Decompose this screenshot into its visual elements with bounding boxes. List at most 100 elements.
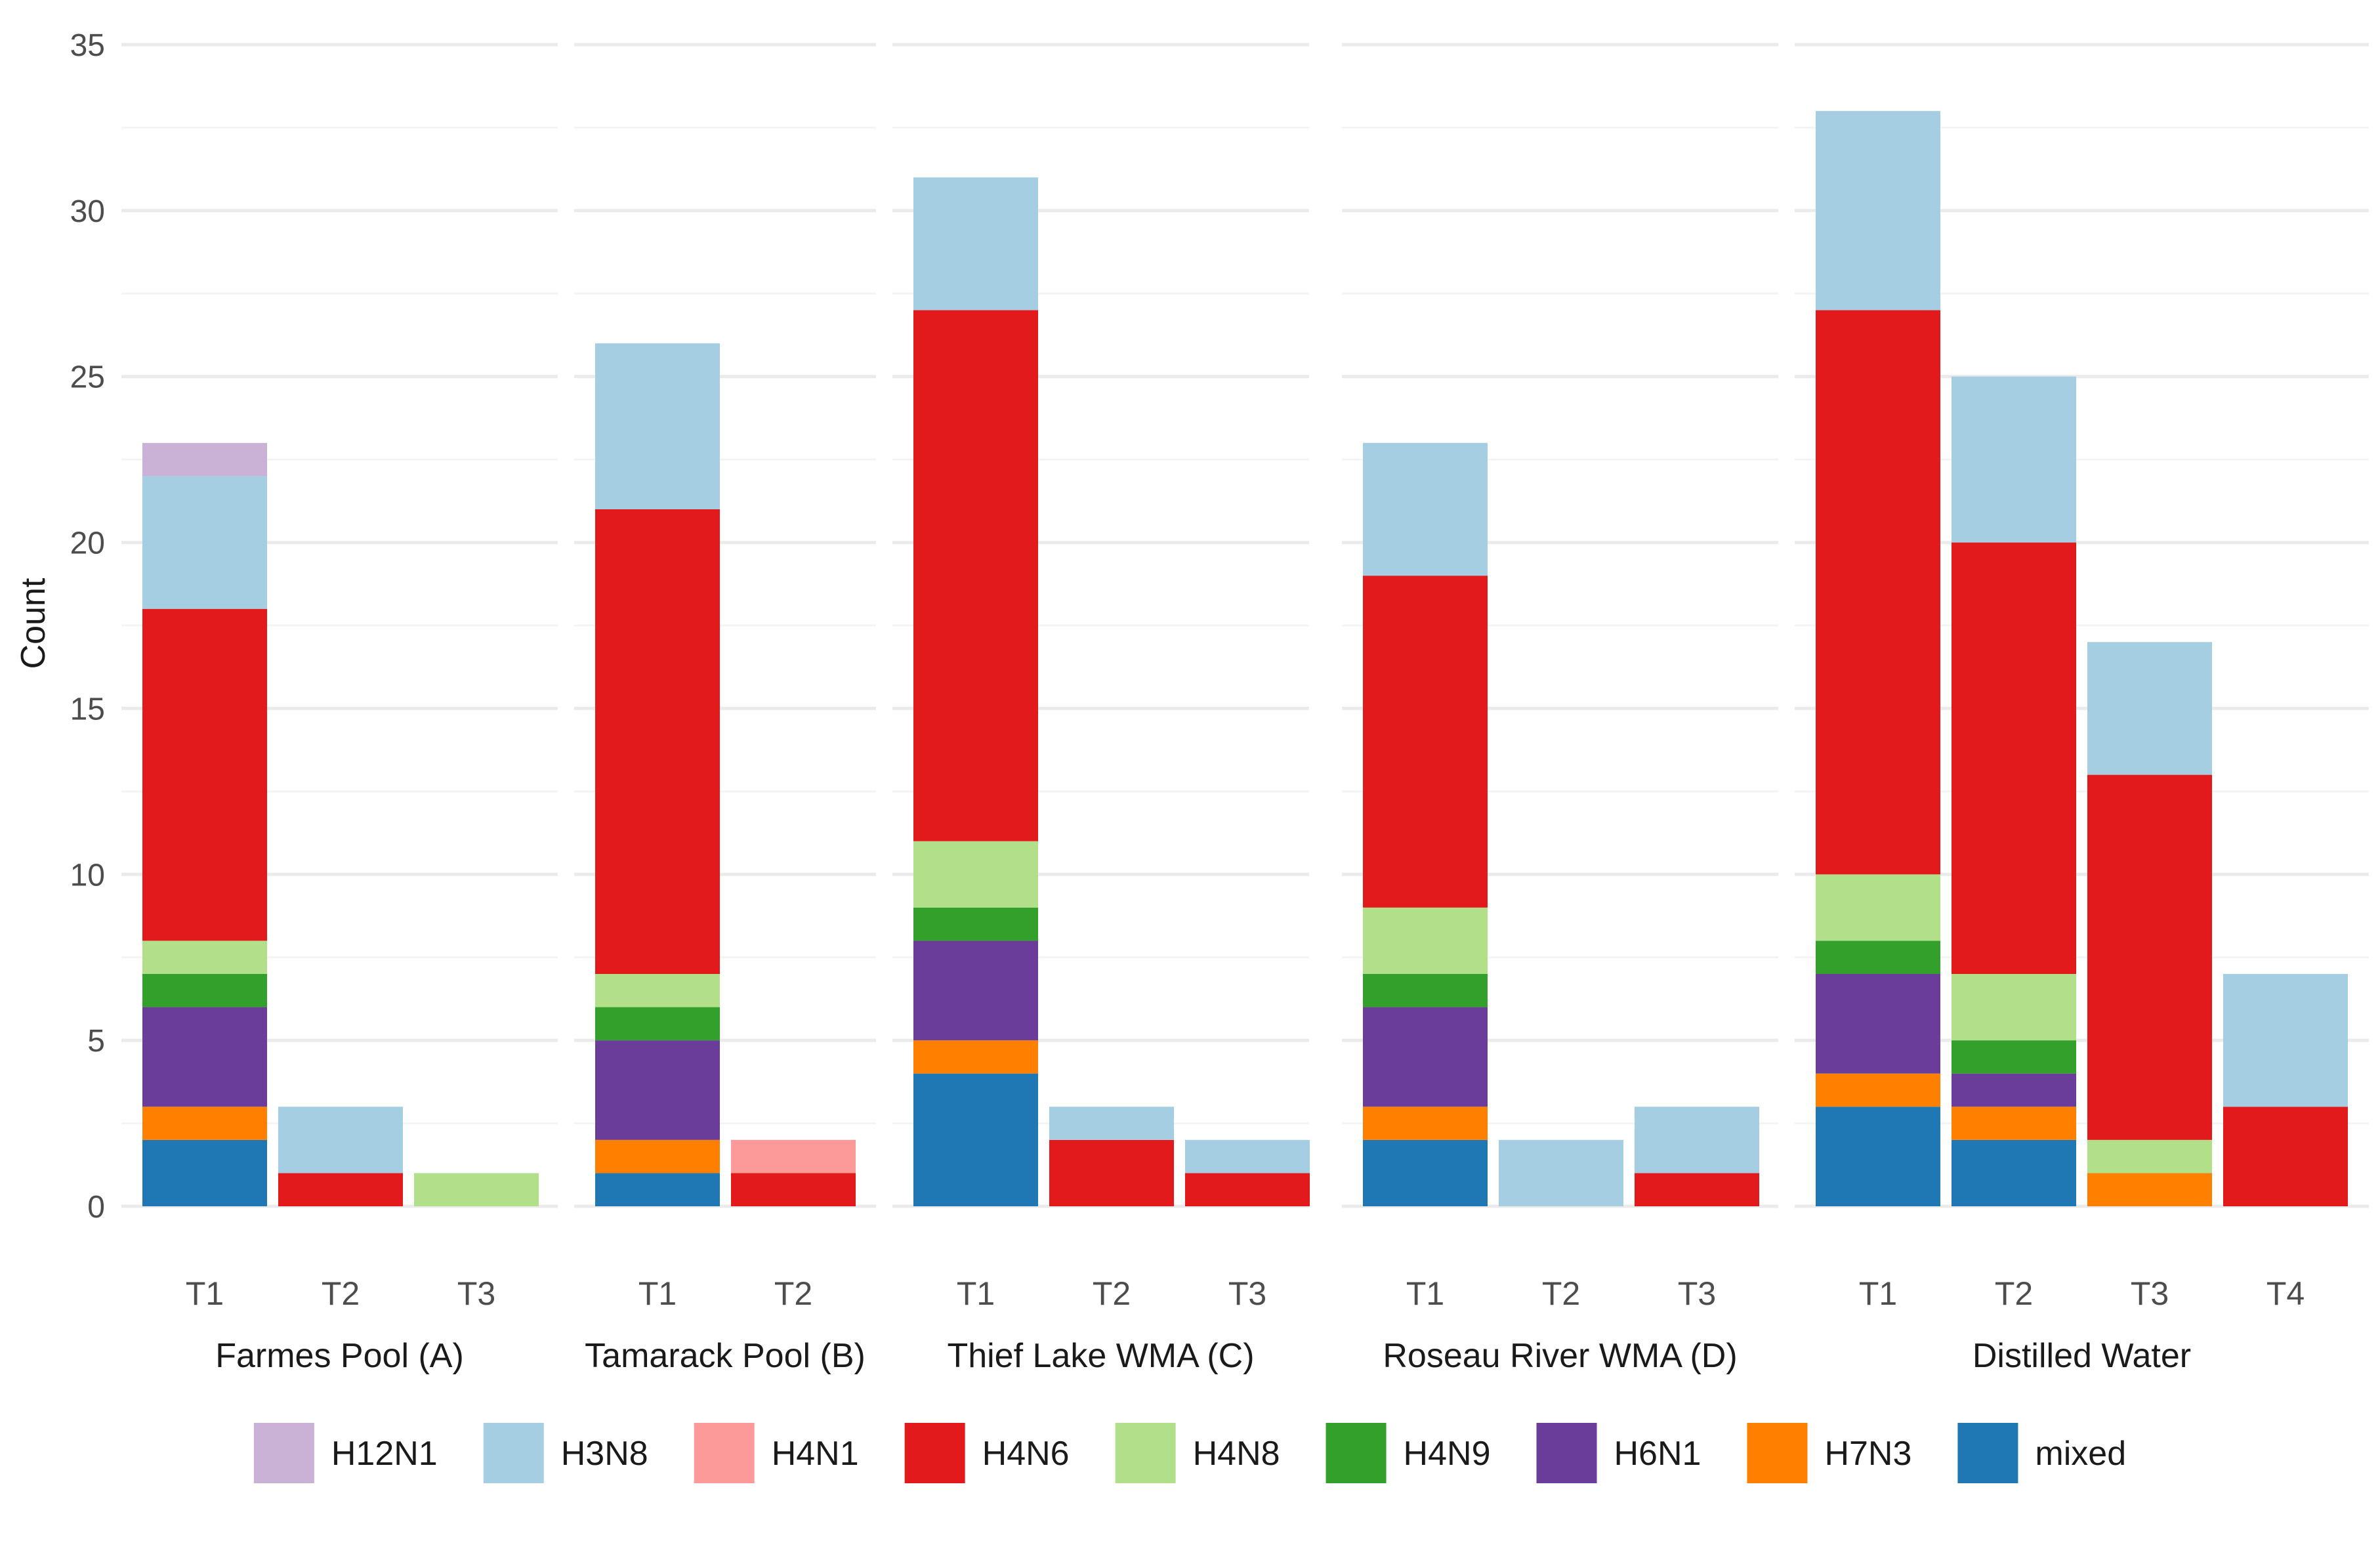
bar-segment-h4n6 [278,1173,403,1206]
bar-segment-h4n6 [731,1173,856,1206]
bar-segment-h4n9 [1816,940,1940,974]
y-tick-label: 30 [70,194,105,229]
legend-swatch [1957,1423,2018,1483]
x-axis: T1 T2 T3 T1 T2 T1 T2 T3 T1 T2 T3 T1 T2 T3 T4 [186,1275,2305,1312]
legend-swatch [1115,1423,1176,1483]
bar-segment-h7n3 [595,1139,720,1173]
bar-segment-h7n3 [1363,1107,1488,1140]
bar-segment-h3n8 [1816,111,1940,310]
bar-segment-h4n8 [1816,874,1940,941]
bar-segment-h4n9 [142,974,267,1007]
bar-segment-mixed [1816,1107,1940,1206]
bar-segment-h7n3 [913,1040,1038,1074]
legend-label: H4N8 [1193,1435,1280,1473]
bar-segment-mixed [913,1073,1038,1206]
legend-item: H7N3 [1747,1423,1911,1483]
bar-segment-h4n6 [2223,1107,2348,1206]
facet-label: Distilled Water [1973,1337,2191,1375]
legend-item: H4N8 [1115,1423,1280,1483]
legend-swatch [483,1423,544,1483]
x-tick-label: T2 [774,1275,812,1312]
bar-segment-h3n8 [2223,974,2348,1107]
bar-segment-h3n8 [1499,1139,1623,1206]
x-tick-label: T2 [1542,1275,1580,1312]
bar-segment-h7n3 [2087,1173,2212,1206]
legend-swatch [904,1423,965,1483]
bar-segment-h4n8 [595,974,720,1007]
bars [142,111,2348,1206]
bar-segment-h3n8 [278,1107,403,1173]
legend-swatch [1536,1423,1597,1483]
facet-labels: Farmes Pool (A) Tamarack Pool (B) Thief La… [215,1337,2191,1375]
legend-swatch [1326,1423,1387,1483]
legend-item: H12N1 [253,1423,438,1483]
bar-segment-h6n1 [142,1007,267,1107]
bar-segment-h4n9 [913,907,1038,941]
bar-segment-h4n1 [731,1139,856,1173]
bar-segment-h4n6 [595,509,720,974]
bar-segment-h6n1 [595,1040,720,1140]
bar-segment-h6n1 [1363,1007,1488,1107]
bar-segment-h3n8 [913,177,1038,310]
bar-segment-h4n9 [595,1007,720,1041]
bar-segment-h4n6 [1185,1173,1310,1206]
facet-label: Roseau River WMA (D) [1383,1337,1737,1375]
bar-segment-h3n8 [1185,1139,1310,1173]
bar-segment-h7n3 [1952,1107,2076,1140]
legend-label: H3N8 [561,1435,648,1473]
y-tick-label: 5 [87,1024,105,1059]
legend-item: mixed [1957,1423,2126,1483]
bar-segment-h6n1 [1952,1073,2076,1107]
bar-segment-h4n8 [913,841,1038,908]
x-tick-label: T3 [1228,1275,1266,1312]
y-axis-label: Count [14,578,52,669]
bar-segment-mixed [142,1139,267,1206]
bar-segment-h4n8 [142,940,267,974]
x-tick-label: T2 [1995,1275,2033,1312]
bar-segment-h6n1 [1816,974,1940,1074]
bar-segment-h4n6 [142,608,267,941]
x-tick-label: T1 [186,1275,224,1312]
bar-segment-h7n3 [142,1107,267,1140]
legend-label: mixed [2035,1435,2126,1473]
legend-label: H7N3 [1824,1435,1911,1473]
x-tick-label: T1 [1406,1275,1444,1312]
bar-segment-h4n6 [1635,1173,1759,1206]
legend-swatch [253,1423,314,1483]
y-tick-label: 35 [70,28,105,63]
bar-segment-h4n6 [1952,542,2076,974]
x-tick-label: T1 [1859,1275,1897,1312]
legend-item: H4N9 [1326,1423,1491,1483]
bar-segment-h3n8 [1363,442,1488,576]
legend-swatch [694,1423,755,1483]
legend-item: H6N1 [1536,1423,1701,1483]
facet-label: Tamarack Pool (B) [585,1337,866,1375]
bar-segment-h3n8 [1635,1107,1759,1173]
legend-swatch [1747,1423,1808,1483]
bar-segment-h4n6 [1816,310,1940,875]
x-tick-label: T3 [1678,1275,1716,1312]
bar-segment-h3n8 [1049,1107,1174,1140]
bar-segment-h4n6 [1363,576,1488,908]
bar-segment-h6n1 [913,940,1038,1041]
x-tick-label: T2 [322,1275,360,1312]
y-tick-label: 15 [70,692,105,727]
bar-segment-h4n8 [414,1173,539,1206]
bar-segment-h3n8 [595,343,720,509]
bar-segment-h4n9 [1952,1040,2076,1074]
y-tick-label: 0 [87,1190,105,1225]
x-tick-label: T3 [2131,1275,2169,1312]
bar-segment-mixed [1363,1139,1488,1206]
legend-label: H12N1 [331,1435,438,1473]
bar-segment-h3n8 [2087,642,2212,775]
facet-label: Thief Lake WMA (C) [947,1337,1254,1375]
bar-segment-h4n8 [1363,907,1488,974]
bar-segment-h4n8 [1952,974,2076,1041]
legend-label: H4N1 [772,1435,859,1473]
x-tick-label: T1 [638,1275,677,1312]
bar-segment-h4n8 [2087,1139,2212,1173]
x-tick-label: T2 [1093,1275,1131,1312]
bar-segment-mixed [1952,1139,2076,1206]
y-tick-label: 25 [70,360,105,395]
bar-segment-h3n8 [142,476,267,609]
